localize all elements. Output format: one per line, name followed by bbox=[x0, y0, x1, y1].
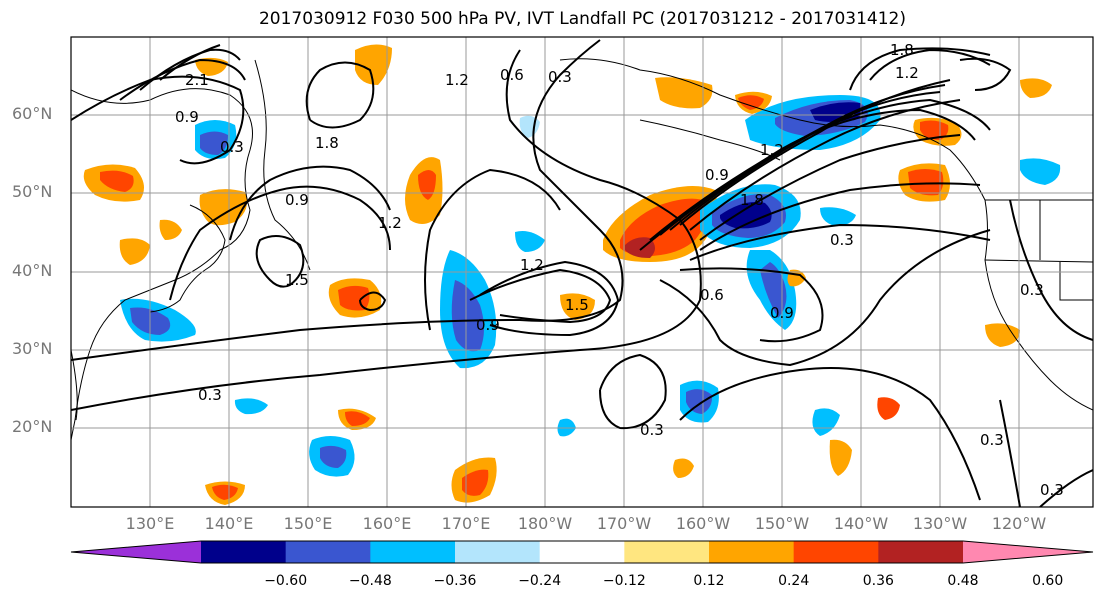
contour-label: 0.3 bbox=[1040, 481, 1064, 499]
contour-label: 0.3 bbox=[980, 431, 1004, 449]
contour-label: 0.6 bbox=[700, 286, 724, 304]
colorbar-tick-label: −0.36 bbox=[433, 573, 477, 589]
lon-label: 160°E bbox=[362, 514, 412, 533]
lon-label: 170°W bbox=[596, 514, 652, 533]
contour-label: 0.9 bbox=[175, 108, 199, 126]
contour-label: 0.9 bbox=[476, 316, 500, 334]
lat-label-50n: 50°N bbox=[12, 182, 53, 201]
lon-label: 150°E bbox=[283, 514, 333, 533]
contour-label: 1.2 bbox=[760, 141, 784, 159]
lon-label: 170°E bbox=[441, 514, 491, 533]
contour-label: 1.8 bbox=[890, 41, 914, 59]
contour-label: 1.8 bbox=[740, 191, 764, 209]
map-frame bbox=[70, 36, 1094, 508]
contour-label: 1.2 bbox=[895, 64, 919, 82]
lat-label-30n: 30°N bbox=[12, 339, 53, 358]
colorbar-tick-label: −0.60 bbox=[264, 573, 308, 589]
lon-label: 150°W bbox=[754, 514, 810, 533]
contour-label: 0.3 bbox=[220, 138, 244, 156]
lon-label: 180°W bbox=[517, 514, 573, 533]
contour-label: 1.2 bbox=[520, 256, 544, 274]
contour-labels: 0.3 0.3 0.3 0.3 0.3 0.3 0.3 0.3 0.6 0.6 … bbox=[175, 41, 1064, 499]
pv-anomaly-shading bbox=[83, 44, 1061, 505]
lon-label: 140°W bbox=[833, 514, 889, 533]
colorbar-tick-label: −0.24 bbox=[518, 573, 562, 589]
contour-label: 0.3 bbox=[830, 231, 854, 249]
contour-label: 1.2 bbox=[445, 71, 469, 89]
colorbar-tick-label: 0.60 bbox=[1032, 573, 1064, 589]
contour-label: 0.9 bbox=[770, 304, 794, 322]
lon-label: 160°W bbox=[675, 514, 731, 533]
contour-label: 0.3 bbox=[548, 68, 572, 86]
lat-label-20n: 20°N bbox=[12, 417, 53, 436]
graticule bbox=[71, 37, 1093, 507]
contour-label: 1.2 bbox=[378, 214, 402, 232]
contour-label: 0.3 bbox=[1020, 281, 1044, 299]
lon-label: 130°W bbox=[912, 514, 968, 533]
contour-label: 2.1 bbox=[185, 71, 209, 89]
contour-label: 1.5 bbox=[285, 271, 309, 289]
pv-contours bbox=[71, 39, 1093, 507]
lon-label: 120°W bbox=[991, 514, 1047, 533]
colorbar-tick-label: 0.24 bbox=[778, 573, 810, 589]
coastlines bbox=[71, 58, 1093, 441]
lat-label-40n: 40°N bbox=[12, 261, 53, 280]
lon-label: 130°E bbox=[125, 514, 175, 533]
colorbar-tick-label: 0.12 bbox=[693, 573, 725, 589]
colorbar-tick-label: −0.48 bbox=[348, 573, 392, 589]
contour-label: 0.9 bbox=[705, 166, 729, 184]
map-title: 2017030912 F030 500 hPa PV, IVT Landfall… bbox=[258, 9, 906, 29]
contour-label: 1.5 bbox=[565, 296, 589, 314]
contour-label: 0.3 bbox=[640, 421, 664, 439]
lon-label: 140°E bbox=[204, 514, 254, 533]
colorbar-tick-label: 0.36 bbox=[862, 573, 894, 589]
contour-label: 1.8 bbox=[315, 134, 339, 152]
colorbar-tick-label: 0.48 bbox=[947, 573, 979, 589]
contour-label: 0.6 bbox=[500, 66, 524, 84]
colorbar-tick-label: −0.12 bbox=[602, 573, 646, 589]
lat-label-60n: 60°N bbox=[12, 104, 53, 123]
contour-label: 0.3 bbox=[198, 386, 222, 404]
contour-label: 0.9 bbox=[285, 191, 309, 209]
